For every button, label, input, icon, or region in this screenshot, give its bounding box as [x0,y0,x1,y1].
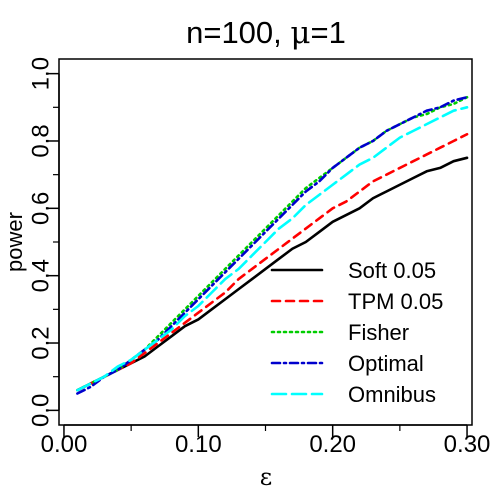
y-axis: 0.0 0.2 0.4 0.6 0.8 1.0 [27,57,60,427]
chart-title-suffix: =1 [311,15,346,50]
legend-label-1: Soft 0.05 [348,258,436,283]
series-line-5 [76,106,469,392]
series-line-3 [76,95,469,392]
legend-label-3: Fisher [348,320,409,345]
x-axis-label: ε [260,463,272,491]
y-tick-label: 0.2 [27,326,54,359]
chart-title: n=100, μ=1 [186,15,346,51]
x-tick-label: 0.10 [175,431,222,458]
legend: Soft 0.05 TPM 0.05 Fisher Optimal Omnibus [270,258,443,407]
legend-label-2: TPM 0.05 [348,289,443,314]
x-tick-label: 0.00 [41,431,88,458]
chart-title-mu: μ [290,15,310,51]
x-tick-label: 0.30 [444,431,491,458]
chart-title-prefix: n=100, [186,15,290,50]
y-tick-label: 0.6 [27,192,54,225]
y-tick-label: 1.0 [27,57,54,90]
legend-label-5: Omnibus [348,382,436,407]
x-axis: 0.00 0.10 0.20 0.30 [41,424,491,458]
y-axis-label: power [2,212,27,272]
x-tick-label: 0.20 [309,431,356,458]
y-tick-label: 0.4 [27,259,54,292]
legend-label-4: Optimal [348,351,424,376]
series-layer [76,95,469,395]
series-line-2 [76,132,469,392]
series-line-4 [76,95,469,395]
y-tick-label: 0.8 [27,124,54,157]
y-tick-label: 0.0 [27,394,54,427]
series-line-1 [76,156,469,392]
